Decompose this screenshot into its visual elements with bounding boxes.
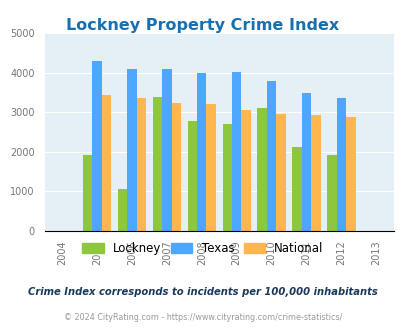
Bar xyxy=(326,154,336,231)
Bar xyxy=(187,121,196,231)
Text: Lockney Property Crime Index: Lockney Property Crime Index xyxy=(66,18,339,33)
Bar xyxy=(336,98,345,231)
Legend: Lockney, Texas, National: Lockney, Texas, National xyxy=(77,237,328,260)
Bar xyxy=(171,103,181,231)
Bar xyxy=(231,72,241,231)
Text: © 2024 CityRating.com - https://www.cityrating.com/crime-statistics/: © 2024 CityRating.com - https://www.city… xyxy=(64,313,341,322)
Bar xyxy=(292,147,301,231)
Bar xyxy=(102,95,111,231)
Bar xyxy=(117,189,127,231)
Bar xyxy=(311,115,320,231)
Bar xyxy=(206,104,215,231)
Bar xyxy=(196,73,206,231)
Bar xyxy=(162,69,171,231)
Bar xyxy=(83,155,92,231)
Bar xyxy=(276,114,285,231)
Text: Crime Index corresponds to incidents per 100,000 inhabitants: Crime Index corresponds to incidents per… xyxy=(28,287,377,297)
Bar xyxy=(257,108,266,231)
Bar xyxy=(266,81,276,231)
Bar xyxy=(222,124,231,231)
Bar xyxy=(127,69,136,231)
Bar xyxy=(92,61,102,231)
Bar xyxy=(301,93,311,231)
Bar xyxy=(136,98,146,231)
Bar xyxy=(345,117,355,231)
Bar xyxy=(152,97,162,231)
Bar xyxy=(241,110,250,231)
